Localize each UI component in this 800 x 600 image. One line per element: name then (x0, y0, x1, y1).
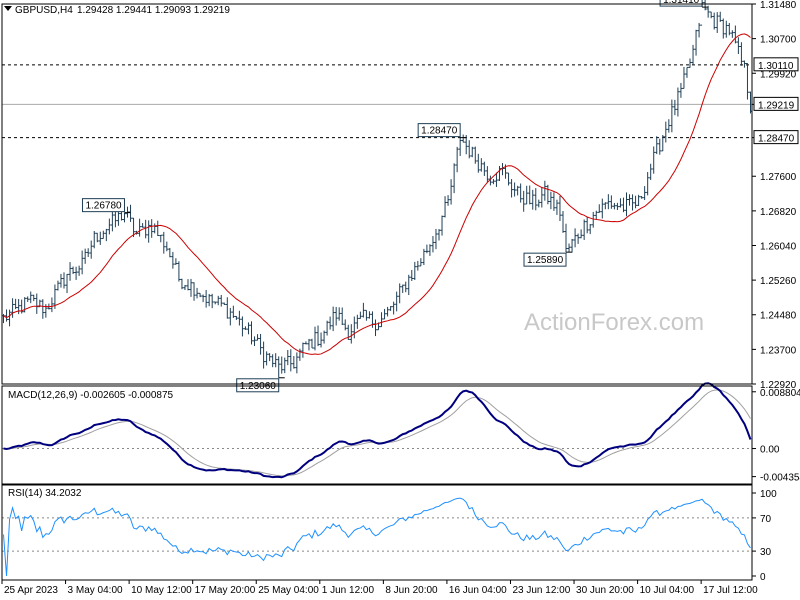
x-tick-label: 3 May 04:00 (68, 585, 123, 596)
x-tick-label: 30 Jun 20:00 (576, 585, 634, 596)
moving-average-line (3, 33, 751, 355)
price-annotation (236, 378, 280, 393)
x-tick-label: 25 May 04:00 (258, 585, 319, 596)
x-tick-label: 17 Jul 12:00 (703, 585, 758, 596)
y-tick-label: 1.25260 (760, 276, 797, 287)
x-tick-label: 10 Jul 04:00 (640, 585, 695, 596)
rsi-y-tick-label: 0 (760, 572, 766, 583)
macd-y-tick-label: 0.00 (760, 445, 780, 456)
price-annotation (523, 252, 567, 267)
x-tick-label: 17 May 20:00 (195, 585, 256, 596)
price-annotation-label: 1.25890 (527, 255, 564, 266)
triangle-down-icon[interactable] (4, 6, 12, 11)
y-axis-price-box (753, 57, 799, 72)
x-tick-label: 8 Jun 20:00 (385, 585, 438, 596)
x-tick-label: 1 Jun 12:00 (322, 585, 375, 596)
macd-y-tick-label: -0.004354 (760, 473, 800, 484)
symbol-label: GBPUSD,H4 (15, 5, 73, 16)
macd-title: MACD(12,26,9) -0.002605 -0.000875 (8, 390, 174, 401)
y-axis-price-box (753, 130, 799, 145)
price-annotation-label: 1.28470 (421, 126, 458, 137)
y-tick-label: 1.30700 (760, 35, 797, 46)
ohlc-values: 1.29428 1.29441 1.29093 1.29219 (77, 5, 230, 16)
y-axis-price-box-label: 1.28470 (758, 134, 795, 145)
rsi-y-tick-label: 100 (760, 489, 777, 500)
y-tick-label: 1.31480 (760, 0, 797, 11)
x-tick-label: 25 Apr 2023 (4, 585, 58, 596)
y-axis-price-box (753, 96, 799, 111)
panel-border (1, 385, 753, 485)
chart-header: GBPUSD,H4 1.29428 1.29441 1.29093 1.2921… (4, 5, 230, 16)
y-tick-label: 1.23700 (760, 345, 797, 356)
price-annotation (417, 123, 461, 138)
price-annotation (659, 0, 703, 7)
x-tick-label: 23 Jun 12:00 (512, 585, 570, 596)
rsi-y-tick-label: 70 (760, 514, 772, 525)
y-tick-label: 1.26040 (760, 241, 797, 252)
macd-main-line (3, 382, 752, 479)
rsi-y-tick-label: 30 (760, 547, 772, 558)
rsi-panel (2, 497, 752, 577)
x-tick-label: 16 Jun 04:00 (449, 585, 507, 596)
watermark: ActionForex.com (524, 309, 704, 336)
price-annotation (81, 198, 125, 213)
macd-panel (2, 382, 752, 479)
y-tick-label: 1.27600 (760, 172, 797, 183)
y-tick-label: 1.29920 (760, 69, 797, 80)
price-annotation-label: 1.26780 (85, 201, 122, 212)
price-annotation-label: 1.31410 (663, 0, 700, 6)
y-axis-price-box-label: 1.29219 (758, 100, 795, 111)
macd-y-tick-label: 0.008804 (760, 388, 800, 399)
y-tick-label: 1.24480 (760, 311, 797, 322)
panel-border (1, 484, 753, 581)
rsi-title: RSI(14) 34.2032 (8, 488, 82, 499)
panel-border (1, 3, 753, 385)
y-axis-price-box-label: 1.30110 (758, 61, 794, 72)
y-tick-label: 1.22920 (760, 380, 797, 391)
y-tick-label: 1.26820 (760, 207, 797, 218)
x-tick-label: 10 May 12:00 (131, 585, 192, 596)
rsi-line (3, 497, 751, 577)
macd-signal-line (3, 389, 751, 477)
